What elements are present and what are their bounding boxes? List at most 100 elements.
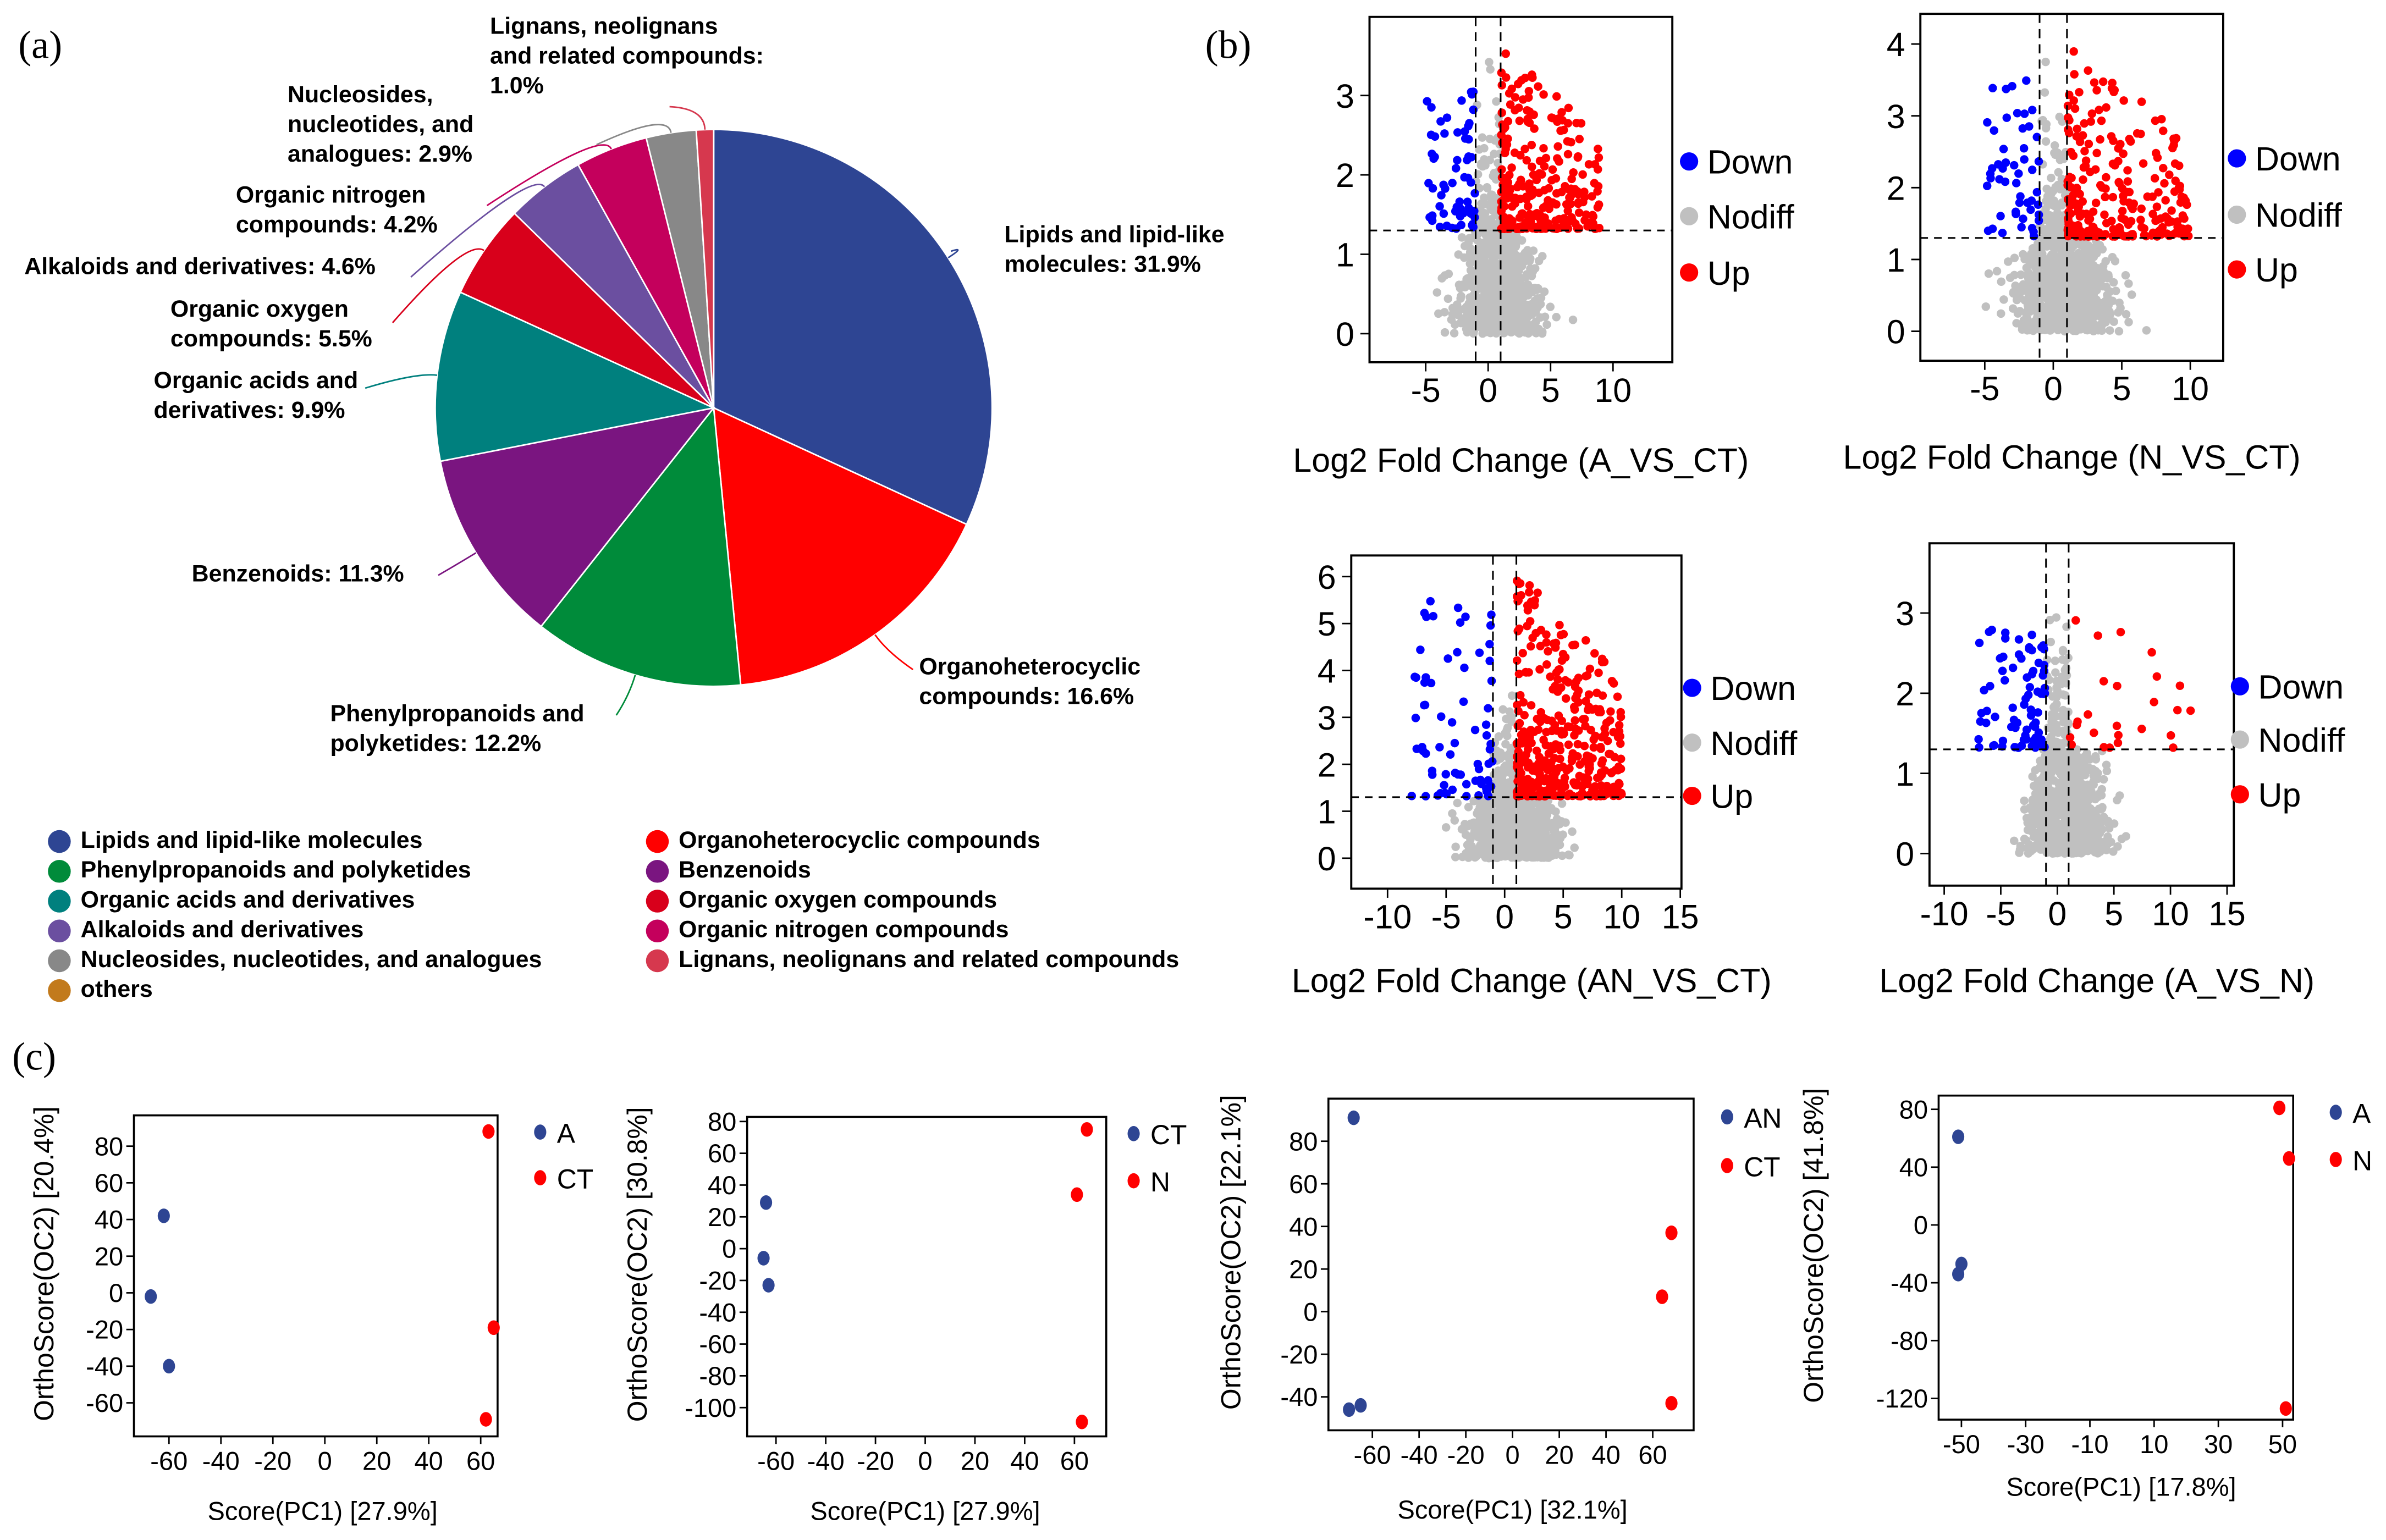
legend-label: Up <box>2255 251 2298 289</box>
up-point <box>1571 780 1580 790</box>
up-point <box>1557 108 1566 117</box>
nodiff-point <box>2052 693 2061 702</box>
up-point <box>1524 87 1534 96</box>
nodiff-point <box>1476 206 1485 216</box>
up-point <box>2090 728 2098 737</box>
up-point <box>1542 630 1551 639</box>
up-point <box>1610 753 1619 761</box>
nodiff-point <box>2099 775 2108 784</box>
nodiff-point <box>2058 655 2067 664</box>
y-tick-label: 5 <box>1318 605 1336 643</box>
up-point <box>2119 96 2128 105</box>
down-point <box>2020 155 2029 164</box>
nodiff-point <box>2085 837 2094 846</box>
up-point <box>2107 84 2117 93</box>
up-point <box>1542 660 1551 669</box>
y-tick-label: 3 <box>1318 699 1336 737</box>
down-point <box>1448 179 1457 187</box>
up-point <box>2067 183 2075 192</box>
pie-slice-label: and related compounds: <box>490 42 764 69</box>
up-point <box>2099 677 2108 686</box>
nodiff-point <box>2071 291 2080 301</box>
down-point <box>1435 743 1444 752</box>
down-point <box>1427 103 1436 112</box>
up-point <box>2143 192 2152 201</box>
nodiff-point <box>2040 306 2049 315</box>
up-point <box>2073 207 2082 216</box>
nodiff-point <box>2080 770 2090 780</box>
nodiff-point <box>2101 297 2110 306</box>
nodiff-point <box>2048 289 2057 298</box>
legend-label: Lipids and lipid-like molecules <box>81 827 423 853</box>
up-point <box>1530 596 1539 605</box>
nodiff-point <box>1485 826 1494 835</box>
down-point <box>1995 175 2004 184</box>
nodiff-point <box>1456 294 1465 303</box>
up-point <box>1544 749 1553 758</box>
x-axis-title: Log2 Fold Change (AN_VS_CT) <box>1292 962 1772 1000</box>
pie-slice-label: derivatives: 9.9% <box>153 397 345 423</box>
up-point <box>1594 145 1602 153</box>
up-point <box>1563 119 1573 128</box>
nodiff-point <box>1507 691 1517 700</box>
nodiff-point <box>1475 811 1484 820</box>
down-point <box>1467 178 1475 187</box>
nodiff-point <box>1546 302 1555 311</box>
down-point <box>1430 152 1439 162</box>
up-point <box>2136 129 2145 139</box>
up-point <box>1527 140 1536 150</box>
nodiff-point <box>2052 613 2061 622</box>
up-point <box>1539 90 1548 99</box>
nodiff-point <box>2097 791 2106 800</box>
nodiff-point <box>2091 794 2100 804</box>
down-point <box>1435 202 1444 211</box>
up-point <box>2069 151 2078 160</box>
down-point <box>1991 713 1999 721</box>
nodiff-point <box>1497 787 1507 796</box>
nodiff-point <box>2054 728 2063 737</box>
nodiff-point <box>2049 776 2058 785</box>
nodiff-point <box>2053 208 2062 218</box>
nodiff-point <box>2058 672 2067 681</box>
legend-swatch <box>48 860 71 883</box>
up-point <box>2175 181 2185 190</box>
up-point <box>1497 165 1506 174</box>
down-point <box>1423 97 1431 106</box>
nodiff-point <box>1453 798 1462 808</box>
down-point <box>1988 84 1997 93</box>
down-point <box>1453 648 1462 657</box>
pie-slice-label: nucleotides, and <box>288 111 473 137</box>
nodiff-point <box>2091 830 2101 838</box>
up-point <box>1616 739 1625 748</box>
up-point <box>1527 701 1536 710</box>
up-point <box>1505 89 1514 98</box>
nodiff-point <box>1448 809 1457 818</box>
up-point <box>1539 735 1548 744</box>
nodiff-point <box>1468 274 1476 284</box>
up-point <box>2137 97 2146 106</box>
nodiff-point <box>1508 826 1518 835</box>
nodiff-point <box>1568 827 1577 836</box>
legend-label: Organic nitrogen compounds <box>679 917 1009 943</box>
down-point <box>1446 750 1455 759</box>
nodiff-point <box>1533 294 1542 303</box>
nodiff-point <box>1466 266 1475 275</box>
down-point <box>1980 686 1988 695</box>
nodiff-point <box>2013 309 2023 318</box>
legend-swatch <box>48 919 71 943</box>
up-point <box>2178 211 2187 220</box>
legend-swatch <box>48 979 71 1002</box>
up-point <box>2075 88 2084 97</box>
nodiff-point <box>2048 262 2057 271</box>
legend-swatch <box>48 949 71 973</box>
up-point <box>1497 130 1506 140</box>
nodiff-point <box>2097 804 2107 813</box>
nodiff-point <box>1492 328 1501 336</box>
up-point <box>1563 206 1572 216</box>
nodiff-point <box>1516 832 1525 841</box>
down-point <box>2018 124 2027 133</box>
legend-label: others <box>81 976 153 1002</box>
up-point <box>1571 724 1580 733</box>
up-point <box>1607 768 1617 777</box>
leader-line <box>947 249 959 258</box>
